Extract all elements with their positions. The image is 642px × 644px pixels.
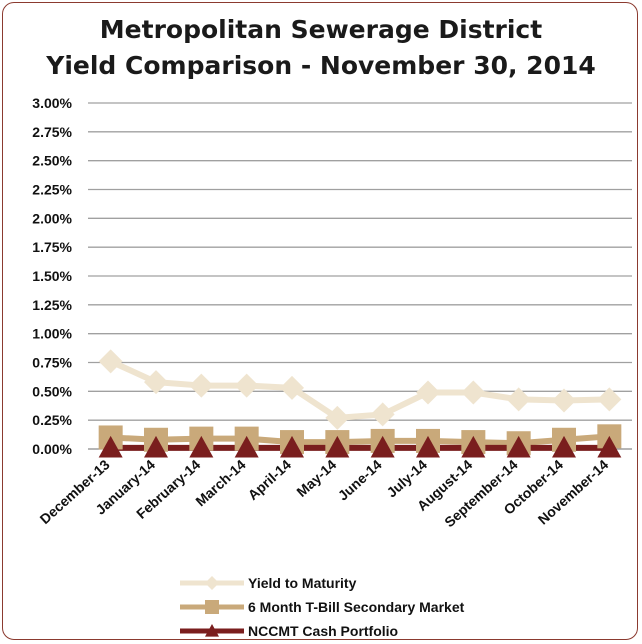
y-tick-label: 1.25% [32, 297, 72, 313]
series-1-point [461, 380, 486, 405]
series-3-point [416, 435, 440, 458]
series-line-1 [109, 358, 610, 421]
legend-label: Yield to Maturity [248, 575, 357, 591]
y-tick-label: 2.75% [32, 124, 72, 140]
series-1-point [597, 387, 622, 412]
y-tick-label: 2.25% [32, 182, 72, 198]
y-tick-label: 1.50% [32, 268, 72, 284]
series-line-2 [110, 433, 610, 447]
y-tick-label: 2.50% [32, 153, 72, 169]
series-lines [109, 358, 610, 451]
series-3-point [325, 435, 350, 458]
legend-label: NCCMT Cash Portfolio [248, 623, 398, 639]
y-tick-label: 1.00% [32, 326, 72, 342]
series-1-point [280, 375, 304, 400]
y-tick-labels: 0.00% 0.25% 0.50% 0.75% 1.00% 1.25% 1.50% 1.75%… [32, 95, 72, 457]
y-tick-label: 0.25% [32, 412, 72, 428]
legend-marker [205, 624, 219, 637]
x-tick-label: March-14 [192, 456, 249, 509]
series-3-point [370, 435, 395, 458]
x-tick-label: May-14 [293, 456, 339, 500]
series-3-point [461, 435, 486, 458]
legend-marker [205, 576, 219, 590]
y-tick-label: 3.00% [32, 95, 72, 111]
chart-title-line-1: Metropolitan Sewerage District [99, 15, 543, 44]
series-3-point [144, 435, 168, 458]
series-3-point [506, 435, 531, 458]
series-3-point [234, 435, 259, 458]
legend-marker [205, 600, 219, 614]
x-tick-label: June-14 [335, 456, 385, 503]
legend: Yield to Maturity 6 Month T-Bill Secondar… [180, 575, 465, 639]
y-tick-label: 1.75% [32, 239, 72, 255]
series-1-point [144, 370, 168, 395]
series-1-point [552, 388, 576, 413]
chart-title: Metropolitan Sewerage District Yield Com… [0, 12, 642, 84]
series-1-point [98, 349, 123, 374]
series-1-point [370, 402, 395, 427]
series-1-point [189, 373, 214, 398]
series-1-point [234, 373, 259, 398]
y-tick-label: 0.50% [32, 383, 72, 399]
series-3-point [552, 435, 576, 458]
legend-label: 6 Month T-Bill Secondary Market [248, 599, 465, 615]
series-3-point [597, 435, 622, 458]
series-markers [98, 349, 622, 458]
series-1-point [325, 405, 350, 430]
series-3-point [98, 435, 123, 458]
x-tick-labels: December-13January-14February-14March-14… [37, 456, 612, 530]
y-tick-label: 2.00% [32, 210, 72, 226]
y-tick-label: 0.00% [32, 441, 72, 457]
series-3-point [280, 435, 304, 458]
series-3-point [189, 435, 214, 458]
x-tick-label: April-14 [245, 456, 295, 503]
gridlines [88, 102, 632, 450]
series-1-point [506, 387, 531, 412]
chart-title-line-2: Yield Comparison - November 30, 2014 [46, 51, 596, 80]
series-1-point [416, 380, 440, 405]
y-tick-label: 0.75% [32, 355, 72, 371]
